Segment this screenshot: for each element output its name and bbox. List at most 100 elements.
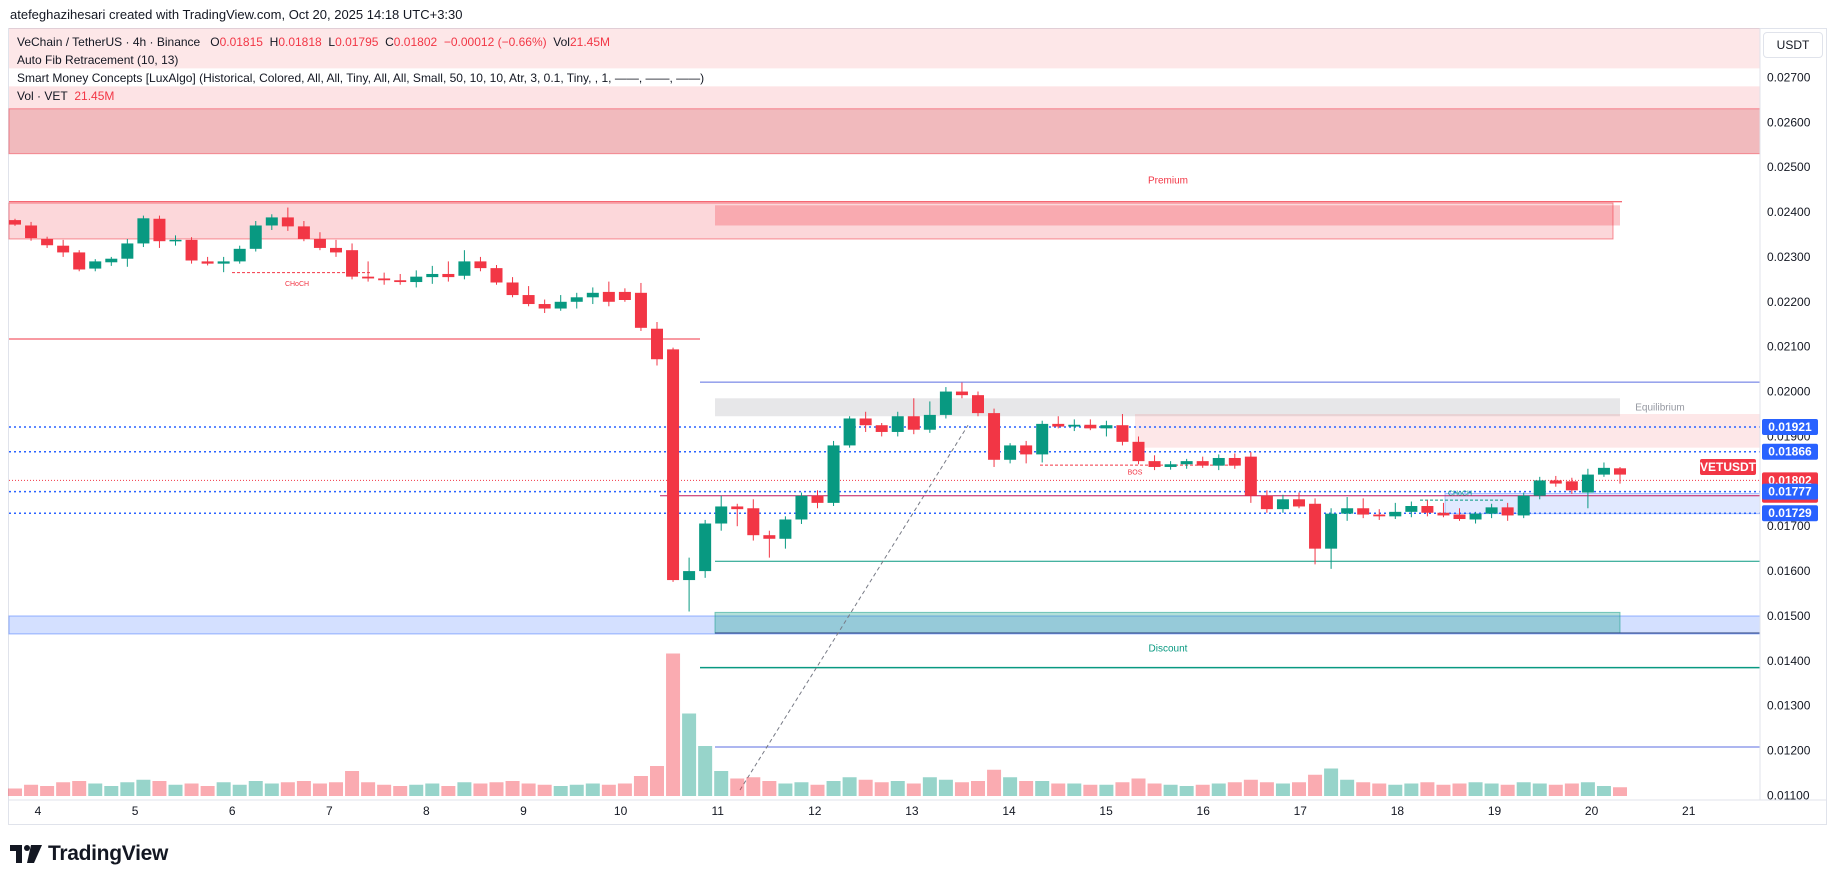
volume-bar [56,782,71,796]
candle-body [9,220,21,225]
candle-body [570,297,583,302]
volume-bar [1484,783,1499,796]
premium-order-block [715,205,1620,226]
candle [249,221,262,252]
x-tick-label: 5 [132,804,139,818]
volume-bar [794,782,809,796]
volume-bar [1067,783,1082,796]
volume-bar [24,784,39,796]
candle-body [41,238,54,246]
legend-indicator-smc[interactable]: Smart Money Concepts [LuxAlgo] (Historic… [17,71,705,85]
candle [1293,492,1305,509]
candle [89,259,102,272]
price-label-text: 0.01921 [1768,420,1812,434]
candle [1533,476,1546,500]
candle-body [1276,499,1289,510]
candle-body [330,247,342,253]
candle-body [1020,445,1033,455]
volume-bar [1580,782,1595,796]
candle-body [955,391,968,396]
volume-bar [1468,782,1483,796]
legend-symbol[interactable]: VeChain / TetherUS · 4h · Binance [17,35,201,49]
legend-high-label: H [269,35,279,49]
volume-bar [666,653,681,796]
candle [699,519,712,578]
price-label-box [1762,505,1818,522]
candle-body [538,304,551,309]
candle [313,232,326,251]
equilibrium-zone [715,398,1620,417]
candle-body [362,276,375,279]
candle-body [410,276,423,283]
candle [1501,502,1514,521]
candle-body [25,225,38,239]
candle [538,299,551,314]
currency-selector[interactable]: USDT [1763,32,1823,58]
volume-bar [971,781,985,796]
price-label-box [1700,458,1756,475]
volume-bar [136,779,151,796]
y-tick-label: 0.01200 [1767,744,1811,758]
volume-bar [1516,782,1531,796]
candle-body [907,416,920,430]
candle [378,272,391,285]
legend-indicator-fib[interactable]: Auto Fib Retracement (10, 13) [17,53,179,67]
volume-bar [393,786,408,796]
legend-close-label: C [385,35,394,49]
volume-bar [1420,782,1435,796]
volume-bar [1436,784,1451,796]
bos-text: BOS [1128,470,1143,477]
volume-bars [8,653,1627,796]
candle-body [297,226,310,239]
volume-bar [987,769,1002,796]
y-tick-label: 0.02600 [1767,115,1811,129]
volume-bar [232,784,247,796]
candle [731,503,744,527]
candle-body [313,238,326,248]
candle-body [1004,445,1017,460]
discount-zone [714,611,1621,634]
candle [988,408,1001,467]
volume-bar [650,766,664,796]
y-tick-label: 0.01400 [1767,654,1811,668]
volume-bar [1308,774,1323,796]
volume-bar [441,786,456,796]
candle-body [378,278,391,281]
candle-body [1052,423,1065,427]
candle [1148,455,1161,471]
price-label-text: 0.01729 [1768,506,1812,520]
candle [586,287,599,305]
legend-indicator-volume[interactable]: Vol · VET 21.45M [17,87,704,105]
candle [1421,500,1434,517]
price-label-box [1762,419,1818,436]
candle [923,401,936,433]
candle-body [1581,474,1594,493]
volume-bar [762,781,777,796]
candle-body [1485,507,1498,514]
candle-body [217,261,230,264]
volume-bar [698,746,713,796]
fib-trend-line [739,424,969,791]
candle-body [1196,461,1209,466]
x-tick-label: 21 [1682,804,1696,818]
x-tick-label: 8 [423,804,430,818]
candle [1068,419,1081,432]
smc-zones [8,28,1761,635]
candle [522,286,535,307]
candle-body [1501,507,1514,516]
volume-bar [88,783,103,796]
volume-bar [1179,786,1194,796]
volume-bar [1003,777,1018,796]
candle-body [1357,508,1370,515]
candle-body [89,261,102,269]
tradingview-brand[interactable]: TradingView [10,842,168,866]
candle-body [795,495,808,520]
candle-body [699,523,712,572]
legend-open-label: O [210,35,220,49]
candle [1164,461,1177,470]
candle-body [73,252,86,270]
x-tick-label: 19 [1488,804,1502,818]
candle [1517,492,1530,519]
x-tick-label: 13 [905,804,919,818]
